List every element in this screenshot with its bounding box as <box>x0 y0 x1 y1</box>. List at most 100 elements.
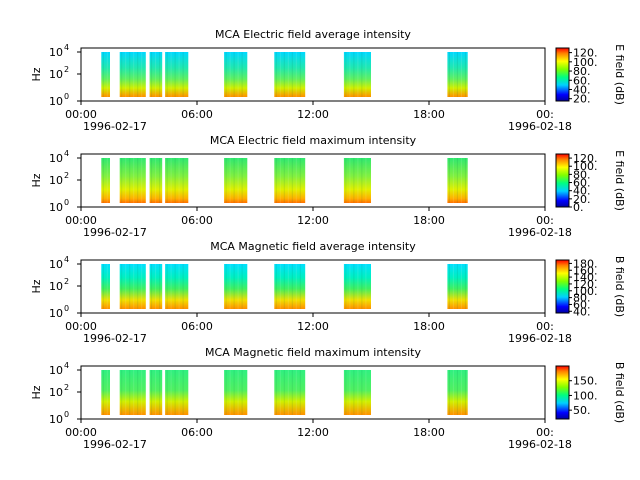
spectrogram-block <box>149 52 163 97</box>
y-tick-label: 10 <box>49 95 63 108</box>
colorbar-label: E field (dB) <box>613 44 626 105</box>
y-tick-base: 10 <box>49 95 63 108</box>
y-tick-exponent: 2 <box>64 171 69 180</box>
y-tick-label: 10 <box>49 364 63 377</box>
y-axis-label: Hz <box>30 279 43 293</box>
spectrogram-block <box>149 264 163 309</box>
y-tick-base: 10 <box>49 280 63 293</box>
y-tick-label: 10 <box>49 68 63 81</box>
y-tick-base: 10 <box>49 174 63 187</box>
y-tick-exponent: 4 <box>64 361 69 370</box>
y-tick-base: 10 <box>49 307 63 320</box>
y-tick-label: 10 <box>49 152 63 165</box>
spectrogram-block <box>447 370 468 415</box>
y-tick-label: 10 <box>49 46 63 59</box>
y-tick-exponent: 2 <box>64 383 69 392</box>
y-tick-label: 10 <box>49 307 63 320</box>
panel-title: MCA Electric field maximum intensity <box>210 134 417 147</box>
y-tick-label: 10 <box>49 174 63 187</box>
colorbar <box>555 47 570 102</box>
colorbar-label: B field (dB) <box>613 362 626 423</box>
x-tick-label: 06:00 <box>181 426 213 439</box>
x-tick-label: 12:00 <box>297 214 329 227</box>
y-tick-base: 10 <box>49 413 63 426</box>
colorbar-tick-label: 120. <box>573 152 598 165</box>
y-tick-exponent: 4 <box>64 149 69 158</box>
spectrogram-block <box>343 370 371 415</box>
y-tick-base: 10 <box>49 201 63 214</box>
spectrogram-block <box>343 264 371 309</box>
colorbar-tick-label: 100. <box>573 56 598 69</box>
spectrogram-panel: MCA Electric field maximum intensity Hz 10… <box>30 134 626 239</box>
colorbar-tick-label: 60. <box>573 177 591 190</box>
spectrogram-block <box>274 158 306 203</box>
y-tick-exponent: 0 <box>64 198 69 207</box>
spectrogram-block <box>119 158 146 203</box>
colorbar-tick-label: 40. <box>573 185 591 198</box>
colorbar-tick-label: 160. <box>573 264 598 277</box>
y-tick-base: 10 <box>49 364 63 377</box>
y-tick-label: 10 <box>49 280 63 293</box>
colorbar-tick-label: 140. <box>573 271 598 284</box>
x-date-end: 1996-02-18 <box>508 438 572 451</box>
x-tick-label: 06:00 <box>181 214 213 227</box>
colorbar-label: E field (dB) <box>613 150 626 211</box>
spectrogram-block <box>165 52 189 97</box>
colorbar-tick-label: 0. <box>573 201 584 214</box>
colorbar-tick-label: 60. <box>573 298 591 311</box>
colorbar <box>555 259 570 314</box>
spectrogram-panel: MCA Magnetic field maximum intensity Hz 10… <box>30 346 626 451</box>
spectrogram-block <box>224 264 248 309</box>
y-tick-label: 10 <box>49 258 63 271</box>
x-tick-label: 06:00 <box>181 108 213 121</box>
spectrogram-block <box>447 264 468 309</box>
spectrogram-block <box>101 52 110 97</box>
y-tick-exponent: 0 <box>64 410 69 419</box>
spectrogram-panel: MCA Electric field average intensity Hz 10… <box>30 28 626 133</box>
spectrogram-block <box>165 264 189 309</box>
panel-title: MCA Magnetic field average intensity <box>210 240 416 253</box>
spectrogram-block <box>224 52 248 97</box>
y-axis-label: Hz <box>30 385 43 399</box>
spectrogram-block <box>224 158 248 203</box>
x-date-start: 1996-02-17 <box>83 332 147 345</box>
colorbar-tick-label: 60. <box>573 74 591 87</box>
spectrogram-block <box>101 264 110 309</box>
y-tick-base: 10 <box>49 386 63 399</box>
colorbar-tick-label: 180. <box>573 257 598 270</box>
x-date-start: 1996-02-17 <box>83 226 147 239</box>
y-tick-exponent: 4 <box>64 255 69 264</box>
x-tick-label: 00: <box>536 108 554 121</box>
x-tick-label: 12:00 <box>297 108 329 121</box>
x-tick-label: 00:00 <box>65 320 97 333</box>
x-tick-label: 00: <box>536 214 554 227</box>
y-tick-label: 10 <box>49 201 63 214</box>
x-tick-label: 12:00 <box>297 320 329 333</box>
x-tick-label: 06:00 <box>181 320 213 333</box>
x-date-start: 1996-02-17 <box>83 120 147 133</box>
y-tick-base: 10 <box>49 258 63 271</box>
y-tick-base: 10 <box>49 68 63 81</box>
colorbar-tick-label: 20. <box>573 193 591 206</box>
spectrogram-block <box>447 158 468 203</box>
colorbar-tick-label: 40. <box>573 83 591 96</box>
y-tick-exponent: 0 <box>64 304 69 313</box>
x-tick-label: 18:00 <box>413 426 445 439</box>
colorbar-tick-label: 100. <box>573 389 598 402</box>
spectrogram-block <box>343 158 371 203</box>
colorbar-tick-label: 20. <box>573 93 591 106</box>
y-tick-label: 10 <box>49 386 63 399</box>
x-tick-label: 18:00 <box>413 108 445 121</box>
spectrogram-block <box>165 158 189 203</box>
panel-title: MCA Electric field average intensity <box>215 28 411 41</box>
colorbar-tick-label: 80. <box>573 168 591 181</box>
y-tick-base: 10 <box>49 152 63 165</box>
y-tick-exponent: 0 <box>64 92 69 101</box>
x-tick-label: 00:00 <box>65 108 97 121</box>
colorbar-tick-label: 80. <box>573 292 591 305</box>
spectrogram-block <box>343 52 371 97</box>
spectrogram-block <box>165 370 189 415</box>
colorbar-tick-label: 100. <box>573 285 598 298</box>
x-tick-label: 18:00 <box>413 214 445 227</box>
